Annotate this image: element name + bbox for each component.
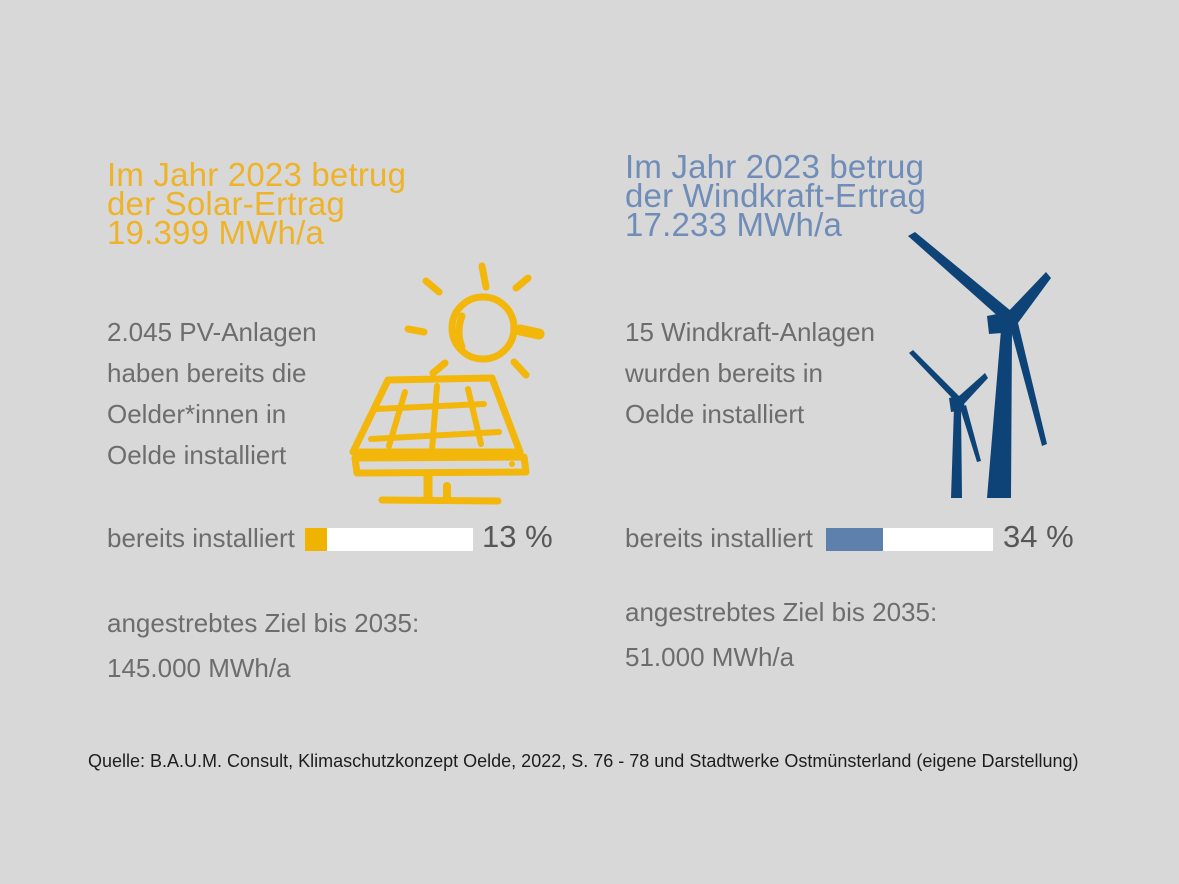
solar-progress-fill <box>305 528 327 551</box>
solar-progress-bar <box>305 528 473 551</box>
solar-title-line: 19.399 MWh/a <box>107 214 325 251</box>
solar-title: Im Jahr 2023 betrug der Solar-Ertrag 19.… <box>107 156 407 251</box>
solar-body-text: 2.045 PV-Anlagen haben bereits die Oelde… <box>107 312 317 476</box>
solar-body-line: 2.045 PV-Anlagen <box>107 317 317 347</box>
wind-target-line: angestrebtes Ziel bis 2035: <box>625 597 938 627</box>
solar-panel-sun-graphic <box>349 262 545 505</box>
wind-title: Im Jahr 2023 betrug der Windkraft-Ertrag… <box>625 148 927 243</box>
wind-turbines-graphic <box>908 232 1051 498</box>
panel-outline <box>349 374 524 456</box>
wind-progress-bar <box>826 528 993 551</box>
wind-progress-fill <box>826 528 883 551</box>
solar-body-line: haben bereits die <box>107 358 307 388</box>
turbine-large <box>908 232 1051 498</box>
wind-turbine-icon <box>890 230 1179 510</box>
solar-body-line: Oelde installiert <box>107 440 287 470</box>
wind-body-line: wurden bereits in <box>625 358 823 388</box>
wind-title-line: der Windkraft-Ertrag <box>625 177 927 214</box>
solar-panel-icon <box>342 256 572 506</box>
wind-target-text: angestrebtes Ziel bis 2035: 51.000 MWh/a <box>625 590 937 680</box>
wind-title-line: Im Jahr 2023 betrug <box>625 148 925 185</box>
wind-body-text: 15 Windkraft-Anlagen wurden bereits in O… <box>625 312 875 435</box>
solar-title-line: der Solar-Ertrag <box>107 185 345 222</box>
panel-base <box>351 453 530 477</box>
sun-icon <box>448 293 518 363</box>
wind-body-line: 15 Windkraft-Anlagen <box>625 317 876 347</box>
solar-target-line: angestrebtes Ziel bis 2035: <box>107 608 420 638</box>
solar-progress-label: bereits installiert <box>107 523 295 553</box>
source-note: Quelle: B.A.U.M. Consult, Klimaschutzkon… <box>88 751 1079 771</box>
solar-percent-value: 13 % <box>482 519 553 554</box>
solar-body-line: Oelder*innen in <box>107 399 287 429</box>
wind-percent-value: 34 % <box>1003 519 1074 554</box>
wind-target-line: 51.000 MWh/a <box>625 642 795 672</box>
wind-body-line: Oelde installiert <box>625 399 805 429</box>
panel-grid <box>368 383 502 453</box>
turbine-small <box>909 350 988 498</box>
wind-progress-label: bereits installiert <box>625 523 813 553</box>
solar-title-line: Im Jahr 2023 betrug <box>107 156 407 193</box>
solar-target-text: angestrebtes Ziel bis 2035: 145.000 MWh/… <box>107 601 419 691</box>
solar-target-line: 145.000 MWh/a <box>107 653 291 683</box>
wind-title-line: 17.233 MWh/a <box>625 206 843 243</box>
